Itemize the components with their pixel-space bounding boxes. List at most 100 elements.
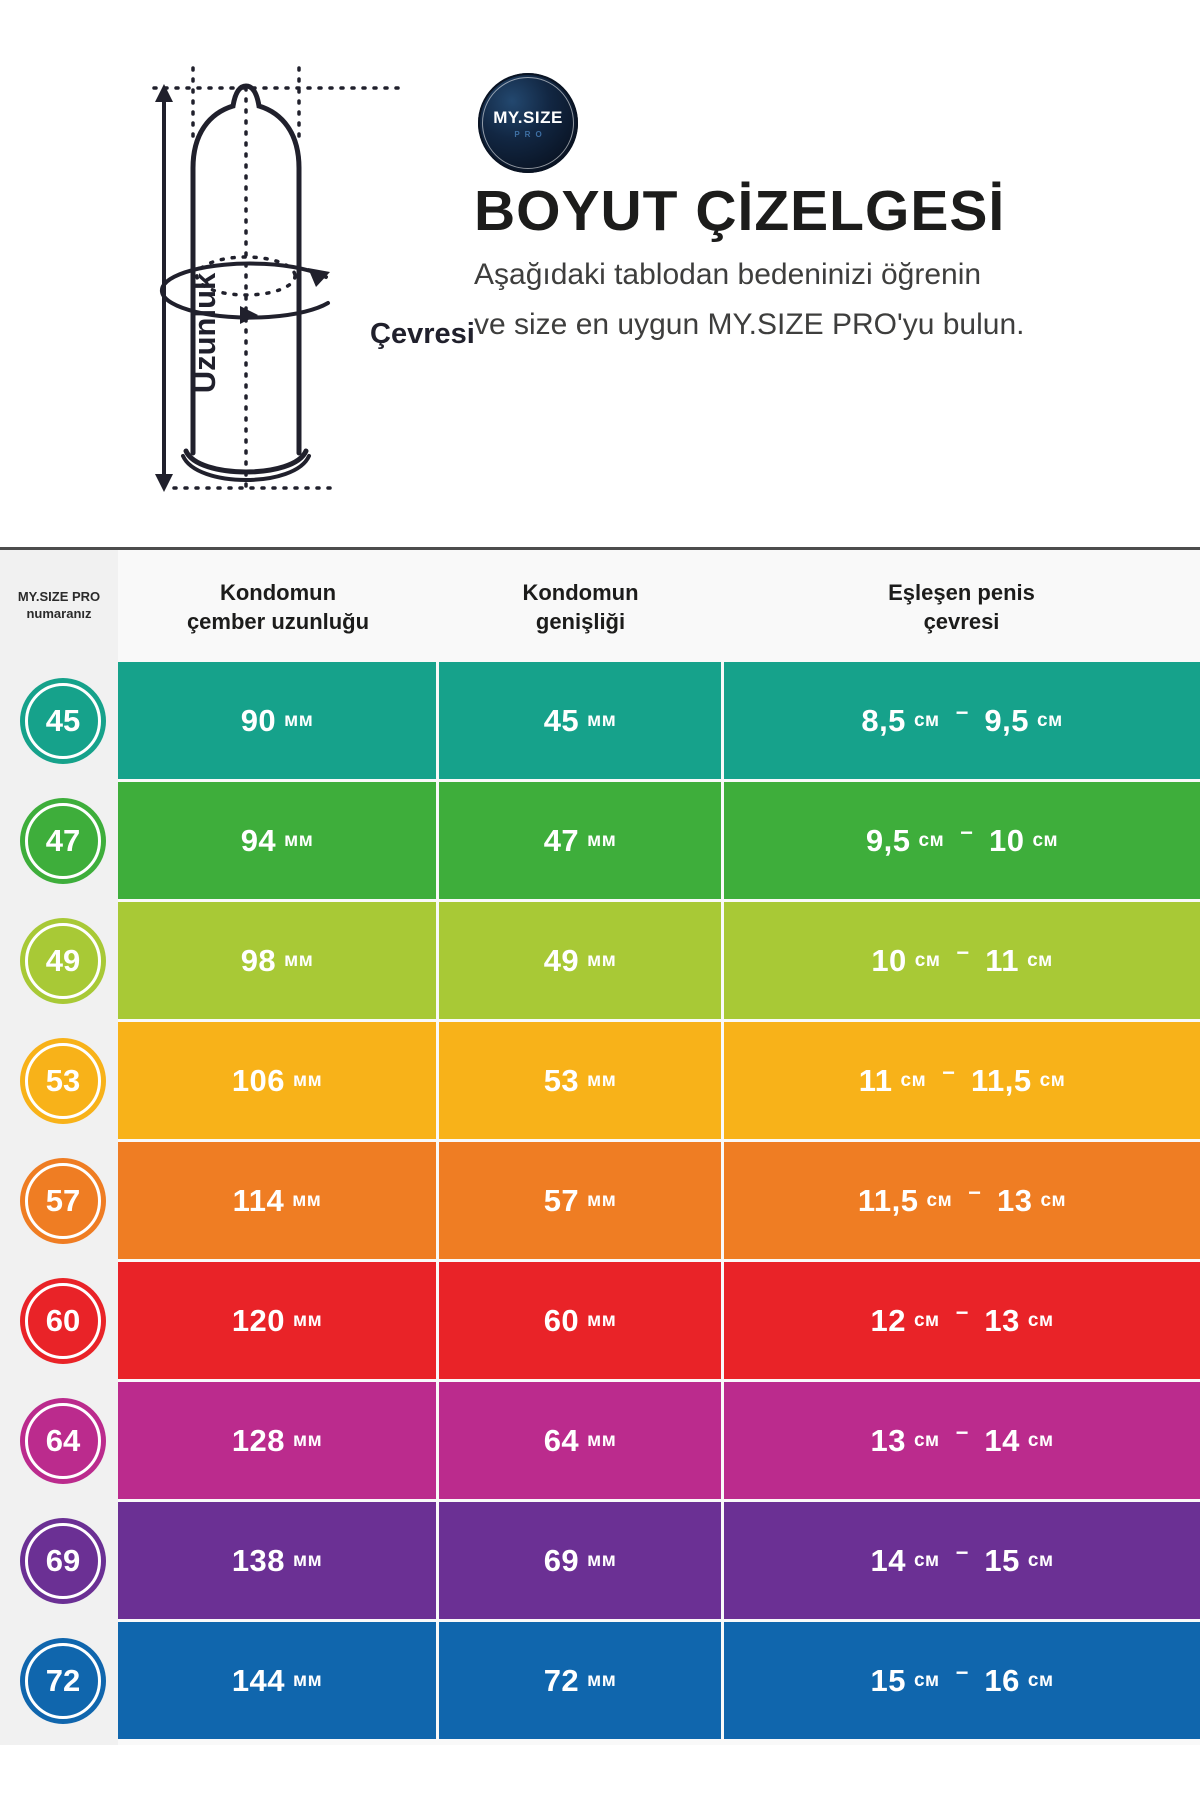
size-badge: 57: [20, 1157, 106, 1244]
size-number: 45: [45, 702, 81, 738]
subtitle-line1: Aşağıdaki tablodan bedeninizi öğrenin: [474, 258, 982, 291]
circumference-label: Çevresi: [370, 318, 475, 350]
size-badge-ring: [25, 1642, 101, 1719]
cell-penis-girth-range: 11,5 cм − 13 cм: [724, 1142, 1200, 1259]
subtitle-line2: ve size en uygun MY.SIZE PRO'yu bulun.: [474, 308, 1025, 341]
cell-circumference: 128 мм: [118, 1382, 436, 1499]
cell-width: 69 мм: [439, 1502, 721, 1619]
cell-circumference: 106 мм: [118, 1022, 436, 1139]
size-badge: 69: [20, 1517, 106, 1604]
mysize-pro-logo: MY.SIZE PRO: [478, 73, 578, 173]
circumference-arrow: [159, 261, 330, 324]
size-number: 72: [45, 1662, 81, 1698]
row-band: 98 мм 49 мм 10 cм − 11 cм: [118, 902, 1200, 1019]
size-badge: 72: [20, 1637, 106, 1724]
cell-width: 45 мм: [439, 662, 721, 779]
column-header-width: Kondomun genişliği: [522, 580, 639, 634]
length-label: Uzunluk: [187, 272, 222, 394]
size-number: 69: [45, 1542, 81, 1578]
cell-circumference: 90 мм: [118, 662, 436, 779]
size-badge-ring: [25, 1162, 101, 1239]
condom-diagram: Uzunluk Çevresi Genişlik: [70, 58, 475, 577]
table-row: 49 98 мм 49 мм 10 cм − 11 cм: [0, 902, 1200, 1019]
range-dash: −: [955, 699, 969, 725]
cell-penis-girth-range: 8,5 cм − 9,5 cм: [724, 662, 1200, 779]
table-row: 45 90 мм 45 мм 8,5 cм − 9,5 cм: [0, 662, 1200, 779]
cell-width: 64 мм: [439, 1382, 721, 1499]
section-divider: [0, 547, 1200, 550]
cell-width: 60 мм: [439, 1262, 721, 1379]
cell-penis-girth-range: 13 cм − 14 cм: [724, 1382, 1200, 1499]
range-dash: −: [968, 1179, 981, 1205]
column-header-size-number: MY.SIZE PRO numaranız: [17, 589, 101, 621]
cell-circumference: 94 мм: [118, 782, 436, 899]
size-badge: 49: [20, 917, 106, 1004]
size-badge: 47: [20, 797, 106, 884]
cell-width: 72 мм: [439, 1622, 721, 1739]
size-badge-ring: [25, 1522, 101, 1599]
cell-penis-girth-range: 9,5 cм − 10 cм: [724, 782, 1200, 899]
range-dash: −: [955, 1419, 969, 1445]
range-dash: −: [955, 1539, 969, 1565]
cell-penis-girth-range: 11 cм − 11,5 cм: [724, 1022, 1200, 1139]
size-badge-ring: [25, 682, 101, 759]
size-number: 64: [45, 1422, 81, 1458]
table-row: 72 144 мм 72 мм 15 cм − 16 cм: [0, 1622, 1200, 1739]
cell-width: 53 мм: [439, 1022, 721, 1139]
size-badge-ring: [25, 802, 101, 879]
cell-circumference: 114 мм: [118, 1142, 436, 1259]
row-band: 94 мм 47 мм 9,5 cм − 10 cм: [118, 782, 1200, 899]
condom-diagram-drawing: [152, 66, 404, 492]
table-row: 64 128 мм 64 мм 13 cм − 14 cм: [0, 1382, 1200, 1499]
cell-penis-girth-range: 14 cм − 15 cм: [724, 1502, 1200, 1619]
column-header-penis-girth: Eşleşen penis çevresi: [888, 580, 1035, 634]
range-dash: −: [955, 1659, 969, 1685]
size-badge-ring: [25, 1282, 101, 1359]
size-badge: 53: [20, 1037, 106, 1124]
size-number: 57: [45, 1182, 81, 1218]
row-band: 138 мм 69 мм 14 cм − 15 cм: [118, 1502, 1200, 1619]
cell-circumference: 120 мм: [118, 1262, 436, 1379]
condom-outline: [181, 83, 311, 482]
cell-width: 57 мм: [439, 1142, 721, 1259]
size-number: 49: [45, 942, 81, 978]
row-band: 120 мм 60 мм 12 cм − 13 cм: [118, 1262, 1200, 1379]
cell-width: 49 мм: [439, 902, 721, 1019]
size-badge: 45: [20, 677, 106, 764]
cell-width: 47 мм: [439, 782, 721, 899]
size-number: 53: [45, 1062, 81, 1098]
size-table: 45 90 мм 45 мм 8,5 cм − 9,5 cм 47 94 мм: [0, 662, 1200, 1742]
row-band: 144 мм 72 мм 15 cм − 16 cм: [118, 1622, 1200, 1739]
cell-penis-girth-range: 15 cм − 16 cм: [724, 1622, 1200, 1739]
size-badge: 60: [20, 1277, 106, 1364]
cell-circumference: 98 мм: [118, 902, 436, 1019]
logo-subtext: PRO: [514, 129, 547, 139]
cell-circumference: 144 мм: [118, 1622, 436, 1739]
range-dash: −: [942, 1059, 955, 1085]
table-row: 57 114 мм 57 мм 11,5 cм − 13 cм: [0, 1142, 1200, 1259]
table-row: 60 120 мм 60 мм 12 cм − 13 cм: [0, 1262, 1200, 1379]
page-title: BOYUT ÇİZELGESİ: [474, 179, 1006, 243]
logo-text: MY.SIZE: [493, 107, 563, 127]
column-header-circumference: Kondomun çember uzunluğu: [186, 580, 370, 634]
size-badge-ring: [25, 922, 101, 999]
cell-penis-girth-range: 10 cм − 11 cм: [724, 902, 1200, 1019]
size-badge: 64: [20, 1397, 106, 1484]
range-dash: −: [955, 1299, 969, 1325]
range-dash: −: [960, 819, 973, 845]
row-band: 90 мм 45 мм 8,5 cм − 9,5 cм: [118, 662, 1200, 779]
row-band: 128 мм 64 мм 13 cм − 14 cм: [118, 1382, 1200, 1499]
range-dash: −: [956, 939, 970, 965]
size-number: 47: [45, 822, 81, 858]
length-arrow: [155, 84, 173, 492]
guide-lines: [152, 66, 404, 490]
table-row: 47 94 мм 47 мм 9,5 cм − 10 cм: [0, 782, 1200, 899]
cell-penis-girth-range: 12 cм − 13 cм: [724, 1262, 1200, 1379]
table-row: 53 106 мм 53 мм 11 cм − 11,5 cм: [0, 1022, 1200, 1139]
row-band: 114 мм 57 мм 11,5 cм − 13 cм: [118, 1142, 1200, 1259]
size-number: 60: [45, 1302, 81, 1338]
row-band: 106 мм 53 мм 11 cм − 11,5 cм: [118, 1022, 1200, 1139]
size-badge-ring: [25, 1402, 101, 1479]
girth-ellipse: [195, 255, 297, 297]
